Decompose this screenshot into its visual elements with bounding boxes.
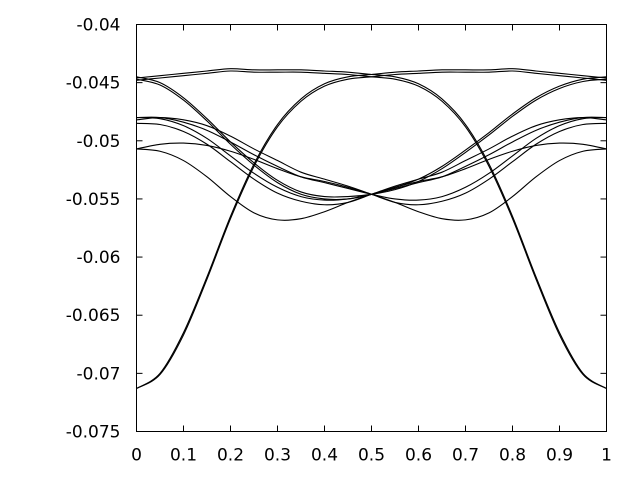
x-tick-label: 0.7 bbox=[452, 446, 479, 466]
y-tick-label: -0.05 bbox=[77, 132, 121, 152]
y-tick-label: -0.055 bbox=[66, 190, 121, 210]
x-tick-label: 0.3 bbox=[264, 446, 291, 466]
x-tick-label: 0.1 bbox=[170, 446, 197, 466]
x-tick-label: 0 bbox=[131, 446, 142, 466]
series-line-1 bbox=[136, 68, 607, 389]
series-line-4 bbox=[136, 70, 607, 389]
series-line-8 bbox=[136, 116, 607, 201]
plot-area-frame bbox=[136, 24, 607, 432]
series-line-5 bbox=[136, 76, 607, 198]
y-tick-label: -0.065 bbox=[66, 306, 121, 326]
x-tick-label: 0.9 bbox=[546, 446, 573, 466]
series-line-12 bbox=[136, 142, 607, 221]
series-line-11 bbox=[136, 142, 607, 221]
axis-tick-labels: 0 0.1 0.2 0.3 0.4 0.5 0.6 0.7 0.8 0.9 1 -0.04 -0.045… bbox=[66, 16, 612, 466]
y-tick-label: -0.07 bbox=[77, 364, 121, 384]
y-tick-label: -0.06 bbox=[77, 248, 121, 268]
x-tick-label: 0.8 bbox=[499, 446, 526, 466]
axis-ticks bbox=[136, 24, 607, 432]
x-tick-label: 0.2 bbox=[217, 446, 244, 466]
x-tick-label: 0.4 bbox=[311, 446, 338, 466]
data-series-group bbox=[136, 68, 607, 389]
y-tick-label: -0.045 bbox=[66, 74, 121, 94]
x-tick-label: 1 bbox=[601, 446, 612, 466]
y-tick-label: -0.075 bbox=[66, 423, 121, 443]
series-line-3 bbox=[136, 68, 607, 389]
x-tick-label: 0.6 bbox=[405, 446, 432, 466]
x-tick-label: 0.5 bbox=[358, 446, 385, 466]
series-line-7 bbox=[136, 116, 607, 201]
y-tick-label: -0.04 bbox=[77, 16, 121, 36]
